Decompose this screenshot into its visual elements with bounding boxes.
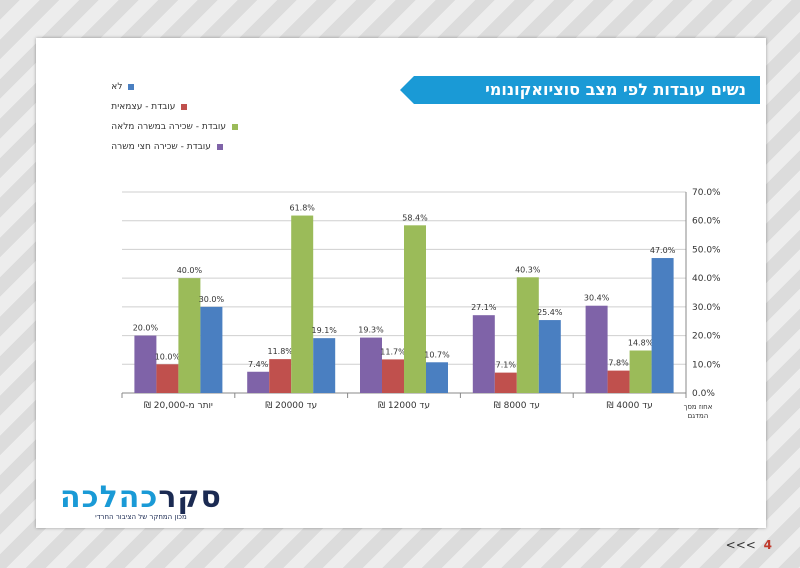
bar-data-label: 40.0% xyxy=(177,266,203,275)
x-category-label: עד 8000 ₪ xyxy=(494,401,540,411)
bar xyxy=(382,359,404,393)
bar xyxy=(516,277,539,393)
legend-label-no: לא xyxy=(111,82,123,92)
bar-data-label: 7.4% xyxy=(248,360,269,369)
bar xyxy=(247,371,270,393)
bar-data-label: 11.7% xyxy=(380,347,406,356)
bar-data-label: 30.0% xyxy=(199,295,225,304)
legend-item-self-employed: עובדת - עצמאית xyxy=(111,98,238,116)
y-tick-label: 50.0% xyxy=(692,245,721,255)
bar-data-label: 20.0% xyxy=(133,324,159,333)
bar xyxy=(426,362,448,393)
legend-swatch-no xyxy=(128,84,135,90)
bar xyxy=(538,320,561,393)
page-number: 4 xyxy=(763,538,772,552)
legend-swatch-part-time xyxy=(216,144,223,150)
bar-data-label: 19.1% xyxy=(311,326,337,335)
bar-data-label: 14.8% xyxy=(628,339,654,348)
bar xyxy=(472,315,495,393)
x-category-label: עד 4000 ₪ xyxy=(606,401,652,411)
x-category-label: עד 20000 ₪ xyxy=(265,401,317,411)
page-indicator: <<< 4 xyxy=(726,538,772,552)
y-tick-label: 70.0% xyxy=(692,188,721,198)
bar xyxy=(494,372,517,393)
bar-data-label: 25.4% xyxy=(537,308,563,317)
prev-arrows[interactable]: <<< xyxy=(725,538,756,552)
logo-wordmark: סקרכהלכה xyxy=(60,480,222,515)
x-category-label: יותר מ-20,000 ₪ xyxy=(144,401,213,411)
legend-item-part-time: עובדת - שכירה חצי משרה xyxy=(111,138,238,156)
bar xyxy=(291,215,314,393)
logo-dark-part: סקר xyxy=(158,480,222,515)
y-tick-label: 60.0% xyxy=(692,217,721,227)
bar xyxy=(585,305,608,393)
logo: סקרכהלכה מכון המחקר של הציבור החרדי xyxy=(60,480,222,521)
bar-data-label: 10.0% xyxy=(155,352,181,361)
bar-data-label: 10.7% xyxy=(424,350,450,359)
y-tick-label: 0.0% xyxy=(692,389,715,399)
bar xyxy=(178,278,201,393)
legend-item-no: לא xyxy=(111,78,238,96)
slide-card xyxy=(36,38,766,528)
bar-data-label: 40.3% xyxy=(515,265,541,274)
x-category-label: עד 12000 ₪ xyxy=(378,401,430,411)
bar-data-label: 30.4% xyxy=(584,294,610,303)
y-tick-label: 10.0% xyxy=(692,360,721,370)
legend-swatch-full-time xyxy=(232,124,238,130)
legend-label-self-employed: עובדת - עצמאית xyxy=(111,102,176,112)
bar-data-label: 11.8% xyxy=(267,347,293,356)
bar xyxy=(607,370,630,393)
bar-data-label: 19.3% xyxy=(358,326,384,335)
legend-swatch-self-employed xyxy=(181,104,188,110)
bar xyxy=(629,350,652,393)
legend-label-full-time: עובדת - שכירה במשרה מלאה xyxy=(111,122,226,132)
bar xyxy=(134,335,157,393)
bar xyxy=(651,258,674,393)
bar xyxy=(360,337,382,393)
slide-title-banner: נשים עובדות לפי מצב סוציואקונומי xyxy=(400,76,760,104)
bar-data-label: 7.8% xyxy=(608,359,629,368)
bar-data-label: 61.8% xyxy=(289,204,315,213)
y-axis-title: אחוז מסך המדגם xyxy=(684,403,713,420)
bar xyxy=(200,306,223,393)
y-tick-label: 40.0% xyxy=(692,274,721,284)
bar xyxy=(269,359,292,393)
logo-tagline: מכון המחקר של הציבור החרדי xyxy=(95,513,187,521)
chart-legend: לא עובדת - עצמאית עובדת - שכירה במשרה מל… xyxy=(111,78,238,158)
bar-data-label: 7.1% xyxy=(496,361,517,370)
y-tick-label: 20.0% xyxy=(692,332,721,342)
logo-light-part: כהלכה xyxy=(60,480,159,515)
bar-data-label: 47.0% xyxy=(650,246,676,255)
bar xyxy=(156,364,179,393)
legend-item-full-time: עובדת - שכירה במשרה מלאה xyxy=(111,118,238,136)
y-tick-label: 30.0% xyxy=(692,303,721,313)
legend-label-part-time: עובדת - שכירה חצי משרה xyxy=(111,142,211,152)
bar xyxy=(404,225,426,393)
bar-data-label: 27.1% xyxy=(471,303,497,312)
bar xyxy=(313,338,336,393)
bar-data-label: 58.4% xyxy=(402,213,428,222)
